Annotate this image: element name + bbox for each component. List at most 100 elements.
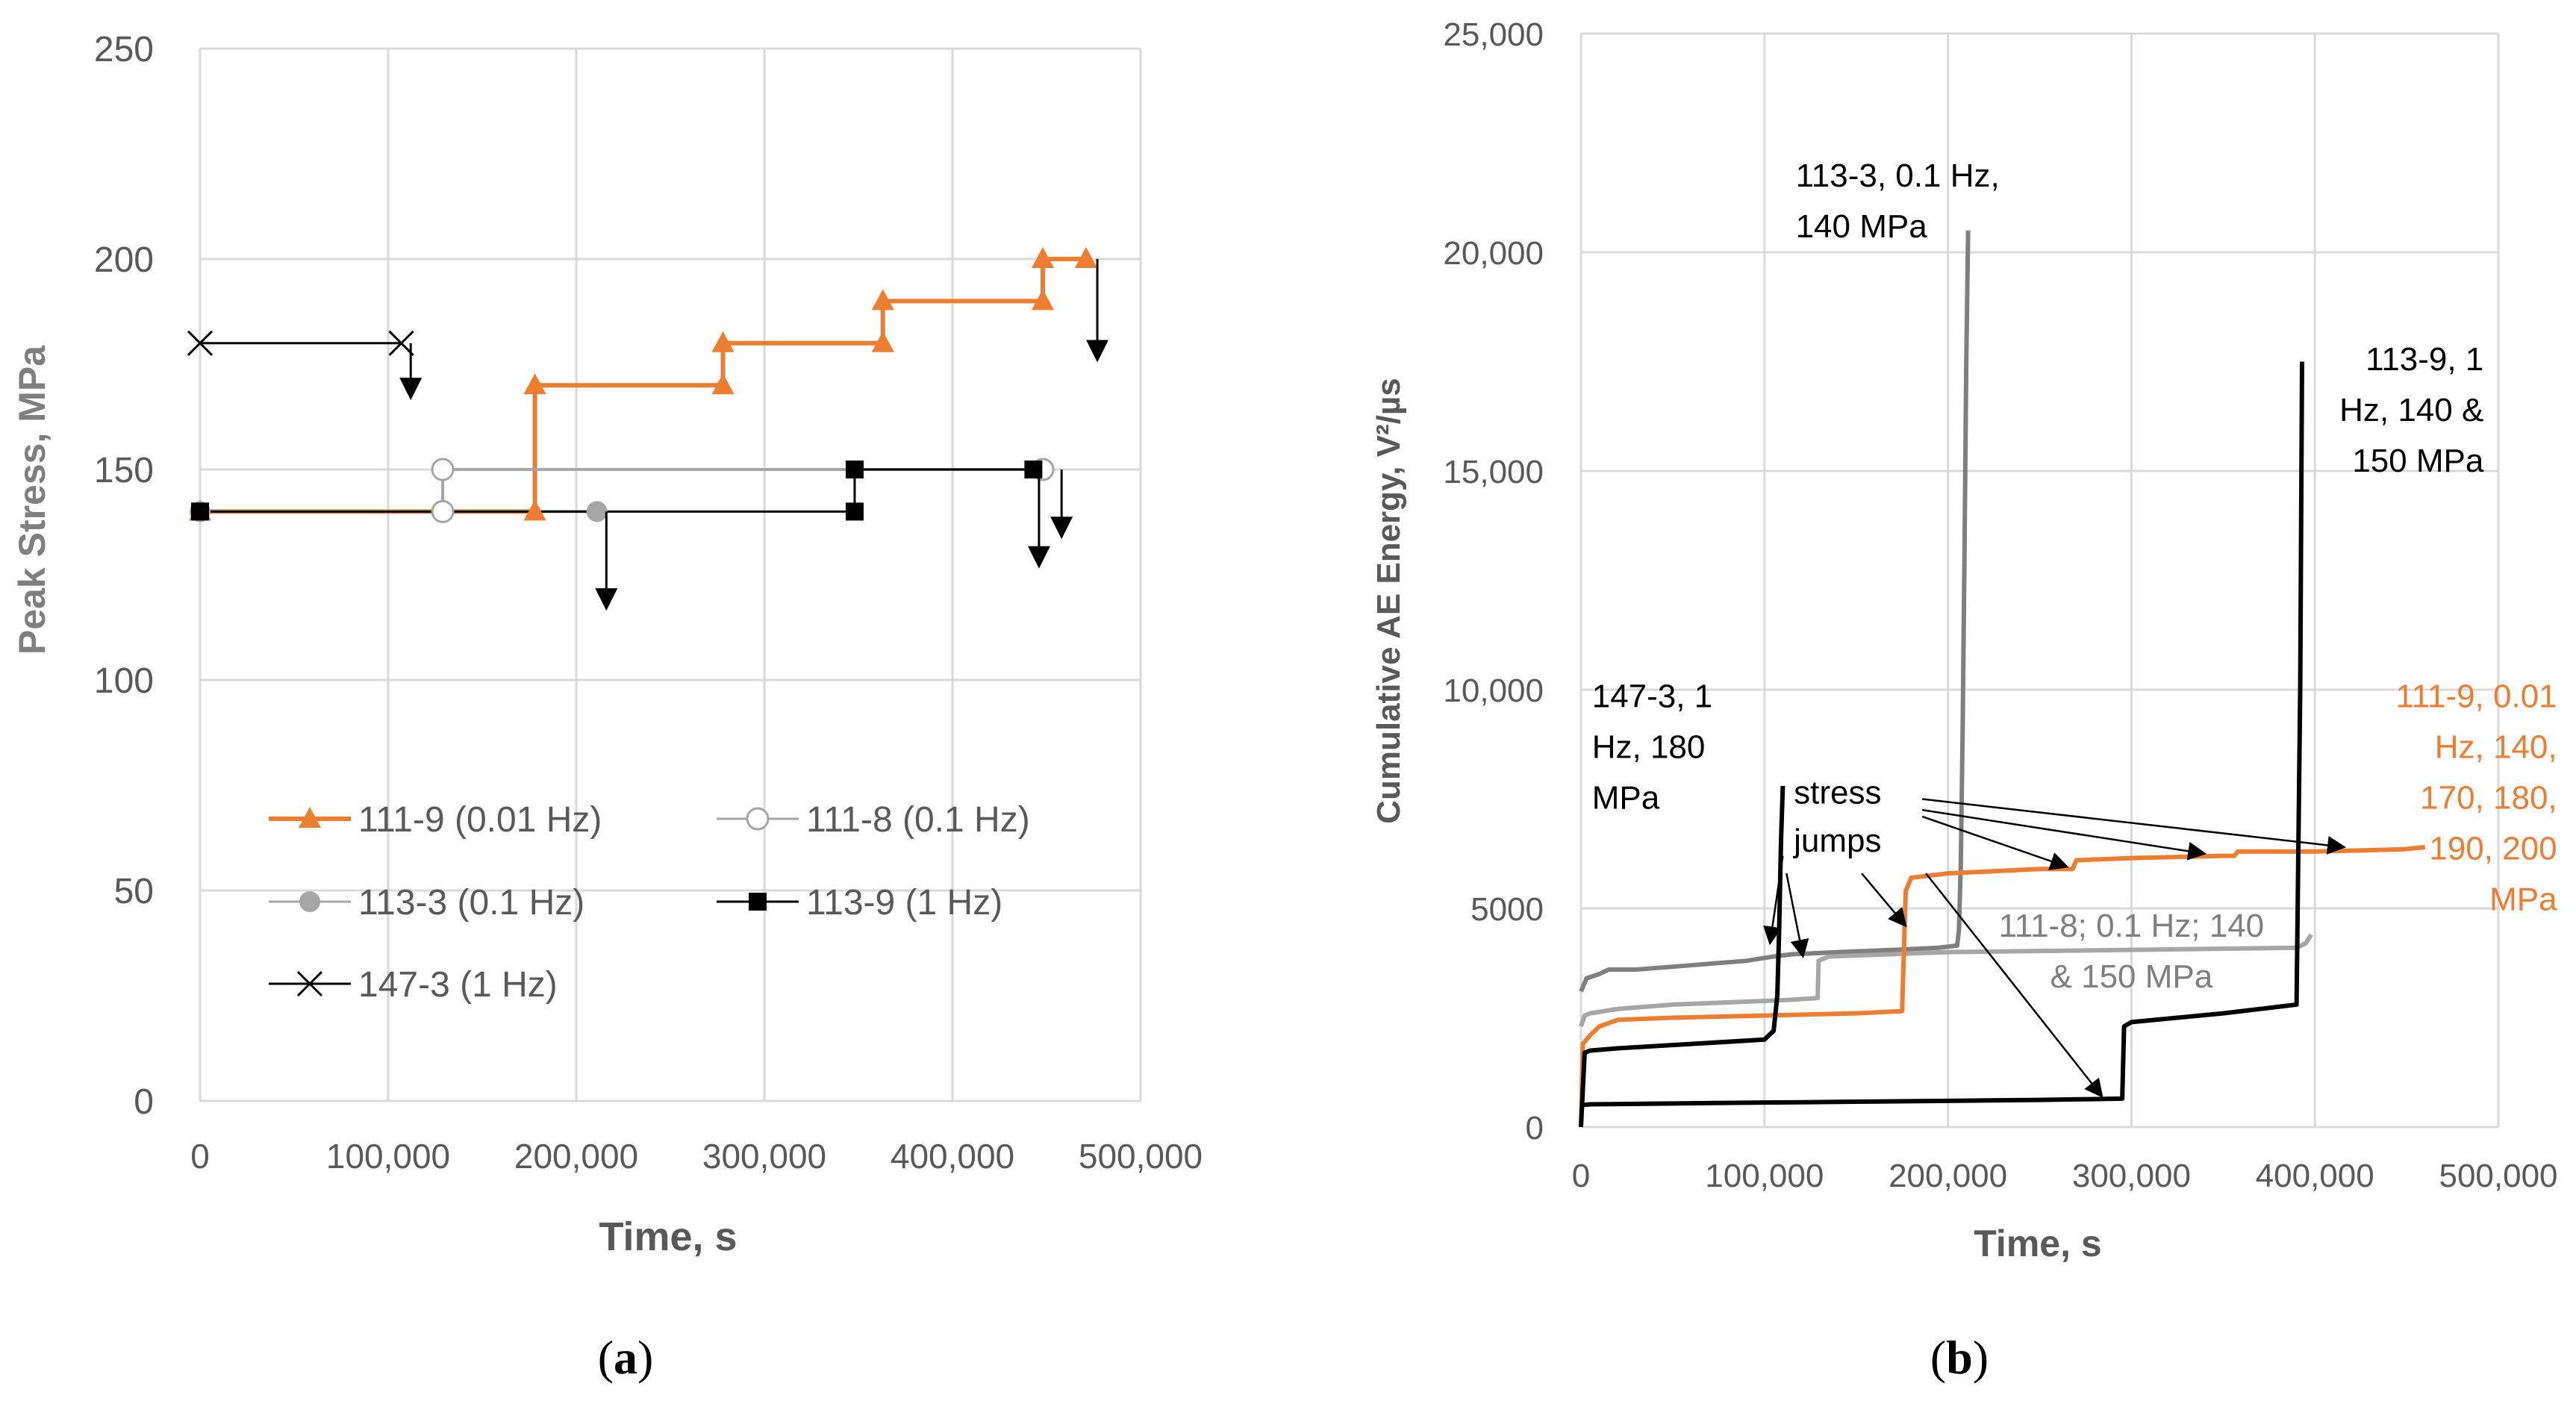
chart-b-caption: (b) [1930, 1331, 1989, 1384]
chart-a-y-tick-labels: 0 50 100 150 200 250 [94, 30, 154, 1122]
chart-b-annotation-line: Hz, 140 & [2339, 392, 2483, 428]
chart-a-data-point [523, 373, 546, 395]
chart-b-y-tick-label: 25,000 [1443, 16, 1544, 53]
chart-a-data-point [191, 502, 209, 521]
chart-a-series-line [200, 257, 1086, 514]
chart-a-y-tick-label: 100 [94, 661, 154, 701]
chart-b-x-tick-label: 300,000 [2072, 1158, 2191, 1194]
chart-b-annotation-line: MPa [1592, 779, 1660, 816]
chart-a-y-tick-label: 200 [94, 240, 154, 280]
chart-b-annotation-arrow [1921, 815, 2069, 870]
chart-a-y-tick-label: 150 [94, 451, 154, 490]
chart-a-x-tick-label: 200,000 [514, 1137, 638, 1176]
chart-a-x-tick-label: 400,000 [891, 1137, 1014, 1176]
chart-b-annotation-line: 170, 180, [2420, 779, 2557, 816]
chart-b-annotation: 113-9, 1 Hz, 140 & 150 MPa [2339, 341, 2484, 479]
chart-b-annotation: 111-9, 0.01 Hz, 140, 170, 180, 190, 200 MPa [2396, 678, 2558, 917]
chart-b-annotation-line: 150 MPa [2352, 443, 2484, 479]
chart-a-data-point [711, 373, 735, 395]
chart-a-data-point [1074, 247, 1097, 268]
chart-a-x-tick-label: 0 [190, 1137, 210, 1176]
chart-b-annotation-line: stress [1794, 774, 1881, 811]
chart-b-x-tick-label: 200,000 [1889, 1158, 2007, 1194]
chart-a-data-point [711, 331, 735, 352]
chart-a-series-line [200, 468, 1034, 513]
chart-b-x-tick-label: 500,000 [2439, 1158, 2557, 1194]
chart-a-legend-label: 113-3 (0.1 Hz) [358, 883, 584, 923]
chart-b-x-axis-label: Time, s [1974, 1223, 2101, 1264]
chart-a-legend-marker [299, 807, 321, 828]
chart-b-annotation: 147-3, 1 Hz, 180 MPa [1592, 678, 1712, 816]
chart-b-annotation-line: MPa [2489, 881, 2557, 917]
chart-b-ae-energy: 0 5000 10,000 15,000 20,000 25,000 0 100,000 20… [1370, 16, 2558, 1384]
chart-b-series-line [1579, 933, 2313, 1028]
chart-b-annotations: 113-3, 0.1 Hz, 140 MPa 113-9, 1 Hz, 140 & 15… [1592, 157, 2557, 995]
chart-b-y-tick-label: 10,000 [1443, 673, 1544, 709]
chart-b-annotation-line: 111-8; 0.1 Hz; 140 [1999, 908, 2264, 944]
chart-b-annotation-line: jumps [1792, 823, 1881, 859]
chart-a-legend-marker [746, 807, 770, 831]
chart-a-data-point [431, 499, 455, 523]
chart-b-y-axis-label: Cumulative AE Energy, V²/µs [1370, 378, 1407, 824]
chart-a-legend-marker [296, 970, 323, 997]
chart-a-x-tick-label: 300,000 [702, 1137, 826, 1176]
chart-b-series-line [1579, 230, 1971, 993]
chart-a-caption: (a) [598, 1331, 654, 1384]
chart-b-annotation-arrows [1763, 798, 2347, 1098]
chart-b-annotation: stress [1794, 774, 1881, 811]
chart-b-y-tick-label: 20,000 [1443, 235, 1544, 272]
chart-b-annotation-arrow [1763, 855, 1784, 946]
chart-a-gridlines [199, 47, 1142, 1102]
chart-a-failure-arrows [399, 259, 1109, 611]
chart-b-annotation-line: 140 MPa [1796, 208, 1928, 245]
chart-b-annotation-arrow [1922, 798, 2347, 855]
chart-b-y-tick-label: 0 [1526, 1110, 1544, 1146]
chart-b-annotation-line: 113-3, 0.1 Hz, [1796, 157, 2000, 194]
chart-a-legend-label: 113-9 (1 Hz) [806, 883, 1002, 923]
chart-a-y-tick-label: 50 [114, 872, 154, 911]
chart-b-series-line [1579, 785, 1786, 1128]
chart-a-x-tick-label: 100,000 [326, 1137, 450, 1176]
chart-b-annotation: 111-8; 0.1 Hz; 140 & 150 MPa [1999, 908, 2264, 995]
chart-b-annotation-line: 147-3, 1 [1592, 678, 1712, 714]
chart-a-data-point [1031, 247, 1054, 268]
chart-b-series-line [1580, 361, 2304, 1108]
chart-a-data-point [586, 501, 608, 522]
chart-b-annotation-arrow [1921, 808, 2207, 861]
chart-a-legend-label: 111-9 (0.01 Hz) [358, 800, 602, 840]
chart-b-x-tick-label: 100,000 [1705, 1158, 1824, 1194]
chart-b-x-tick-label: 400,000 [2256, 1158, 2374, 1194]
chart-a-data-point [187, 330, 213, 356]
chart-b-annotation-line: & 150 MPa [2050, 958, 2213, 995]
chart-a-data-point [845, 461, 864, 478]
chart-a-legend-label: 147-3 (1 Hz) [358, 965, 558, 1005]
chart-a-legend: 111-9 (0.01 Hz) 111-8 (0.1 Hz) 113-3 (0.1 … [269, 800, 1030, 1005]
chart-b-annotation-arrow [1925, 873, 2103, 1098]
chart-a-x-tick-labels: 0 100,000 200,000 300,000 400,000 500,000 [190, 1137, 1203, 1176]
chart-a-data-point [871, 289, 894, 311]
chart-a-data-point [431, 458, 455, 481]
chart-b-annotation-line: 111-9, 0.01 [2396, 678, 2557, 714]
chart-a-data-point [1031, 289, 1054, 311]
chart-a-peak-stress: 0 50 100 150 200 250 0 100,000 200,000 300,000 40… [11, 30, 1203, 1384]
chart-a-y-tick-label: 0 [134, 1082, 154, 1122]
chart-b-y-tick-label: 5000 [1471, 891, 1544, 928]
chart-b-series-line [1579, 844, 2425, 1128]
chart-b-annotation-arrow [1861, 873, 1907, 928]
chart-a-data-point [523, 499, 546, 521]
chart-b-y-tick-labels: 0 5000 10,000 15,000 20,000 25,000 [1443, 16, 1544, 1146]
chart-b-y-tick-label: 15,000 [1443, 454, 1544, 490]
chart-a-data-point [388, 330, 414, 356]
chart-a-y-tick-label: 250 [94, 30, 154, 69]
chart-b-annotation-line: Hz, 180 [1592, 728, 1706, 765]
chart-b-annotation-line: Hz, 140, [2435, 728, 2557, 765]
chart-a-legend-marker [749, 893, 767, 911]
chart-a-markers [187, 247, 1097, 523]
chart-a-legend-marker [299, 891, 320, 912]
chart-a-data-point [871, 331, 894, 352]
chart-b-x-tick-labels: 0 100,000 200,000 300,000 400,000 500,000 [1572, 1158, 2558, 1194]
chart-b-annotation-line: 113-9, 1 [2366, 341, 2483, 378]
chart-b-annotation-arrow [1786, 873, 1809, 958]
chart-b-series [1579, 230, 2425, 1128]
